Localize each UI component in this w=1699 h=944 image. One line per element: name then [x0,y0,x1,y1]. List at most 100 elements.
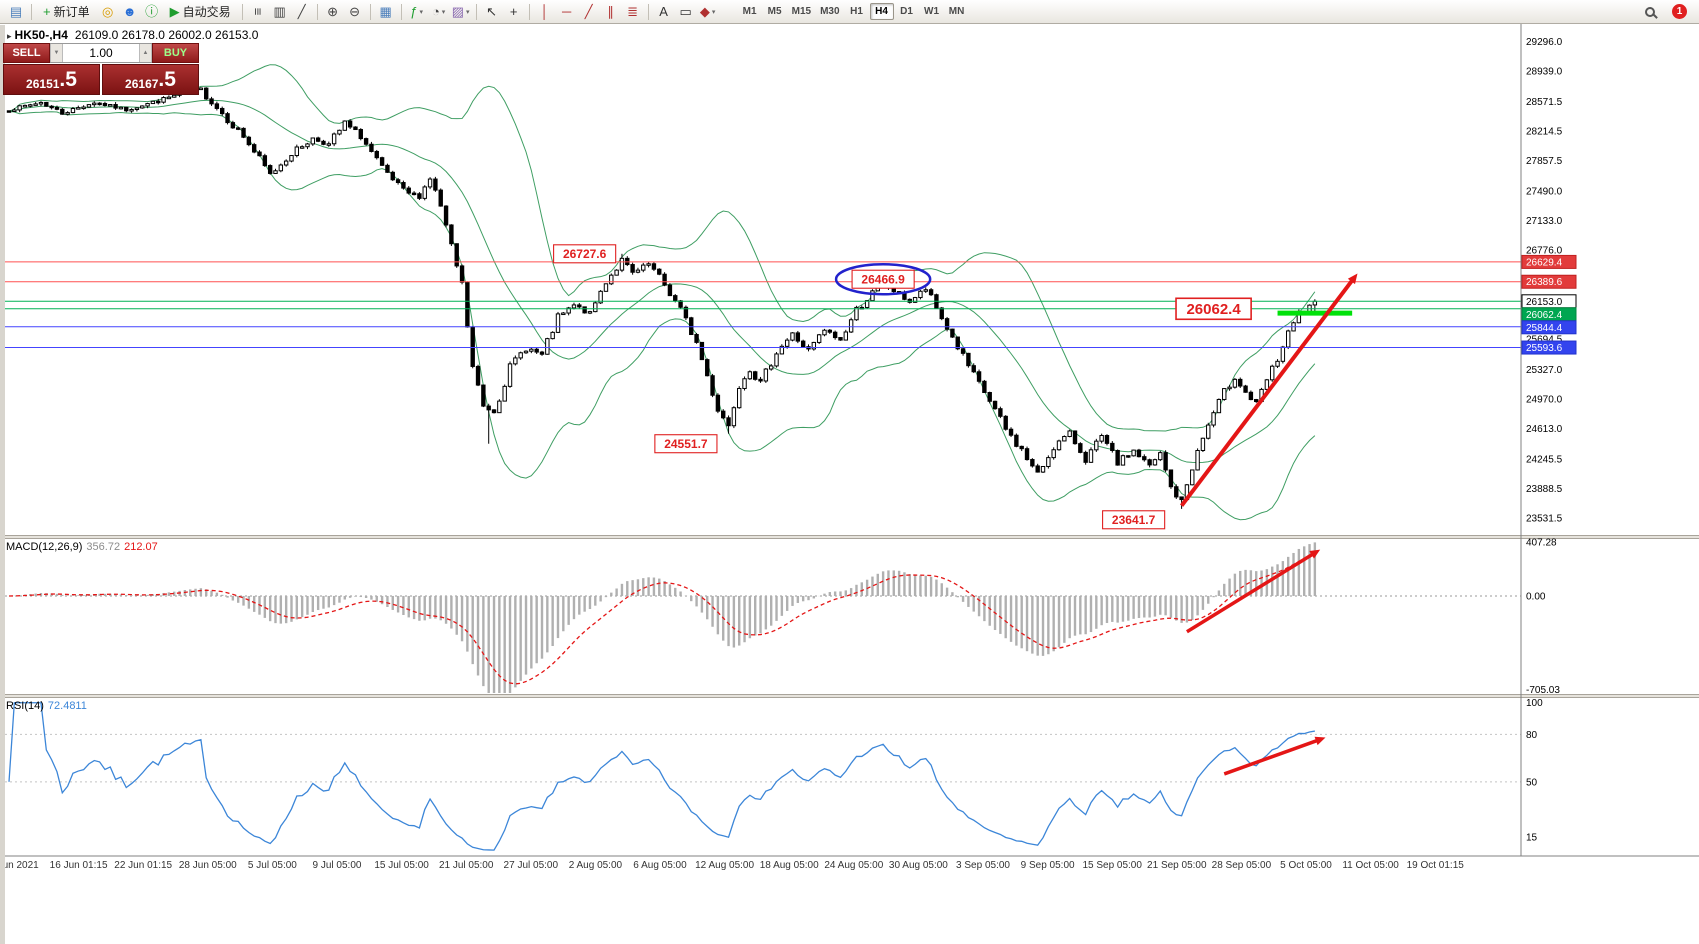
candlestick-chart-icon[interactable]: ▥ [270,2,290,21]
timeframe-button-m5[interactable]: M5 [767,6,782,17]
volume-increase-button[interactable]: ▲ [139,44,152,62]
time-label: 9 Jul 05:00 [313,860,362,871]
chart-window-icon-glyph: ▤ [9,4,23,19]
macd-signal-value: 212.07 [124,541,158,553]
new-order-button-label: 新订单 [53,5,90,19]
line-chart-icon[interactable]: ╱ [292,2,312,21]
timeframe-group: M1 M5 M15 M30 H1 H4 D1 W1 MN [738,3,969,20]
macd-axis-label: -705.03 [1526,685,1560,696]
sell-button[interactable]: SELL [3,43,50,63]
buy-price-display[interactable]: 26167.5 [102,64,199,95]
horizontal-line-icon[interactable]: ─ [557,2,577,21]
price-tick: 27133.0 [1526,216,1563,227]
annotation-box [851,269,915,289]
search-icon-glyph [1645,6,1655,17]
time-label: 9 Sep 05:00 [1021,860,1075,871]
time-label: 5 Oct 05:00 [1280,860,1332,871]
buy-price-pips: .5 [158,67,176,91]
chart-annotations: 26727.6 26466.9 26062.4 24551.7 23641.7 [553,244,1252,530]
shapes-icon-glyph: ◆ [699,4,710,19]
candlestick-chart-icon-glyph: ▥ [273,4,286,19]
vertical-line-icon[interactable]: │ [535,2,555,21]
trendline-icon[interactable]: ╱ [579,2,599,21]
chart-symbol-icon: ▸ [7,31,12,41]
vertical-line-icon-glyph: │ [540,4,549,19]
time-label: 5 Jul 05:00 [248,860,297,871]
notification-badge[interactable]: 1 [1672,4,1687,19]
buy-button[interactable]: BUY [152,43,199,63]
timeframe-button-h4[interactable]: H4 [869,3,894,20]
timeframe-button-m30[interactable]: M30 [820,6,840,17]
profile-icon[interactable]: ☻ [120,2,140,21]
price-tick: 28939.0 [1526,67,1563,78]
bar-chart-icon[interactable]: ≡ [248,2,268,21]
time-label: 21 Jul 05:00 [439,860,494,871]
price-tick: 24245.5 [1526,454,1563,465]
timeframe-button-mn[interactable]: MN [948,6,965,17]
shapes-icon[interactable]: ◆ ▾ [698,2,718,21]
annotation-text: 26062.4 [1186,301,1241,318]
periods-icon[interactable]: ◔ ▾ [429,2,449,21]
autotrading-button[interactable]: ▶ 自动交易 [164,2,237,21]
templates-icon-caret: ▾ [466,8,470,16]
periods-icon-caret: ▾ [441,8,446,16]
price-tick: 25327.0 [1526,365,1563,376]
panel-separators [0,24,1699,857]
macd-main-value: 356.72 [86,541,121,553]
indicators-icon[interactable]: ƒ ▾ [407,2,427,21]
price-tick: 27857.5 [1526,156,1563,167]
timeframe-button-m1[interactable]: M1 [742,6,757,17]
toolbar-separator [369,3,371,20]
info-icon-glyph: ⓘ [145,4,159,19]
fibonacci-icon[interactable]: ≣ [623,2,643,21]
sell-price-display[interactable]: 26151.5 [3,64,100,95]
time-label: 28 Jun 05:00 [179,860,237,871]
timeframe-button-w1[interactable]: W1 [924,6,940,17]
one-click-trading-panel: SELL ▼ 1.00 ▲ BUY 26151.5 26167.5 [3,43,199,95]
new-order-button[interactable]: + 新订单 [37,2,96,21]
label-icon[interactable]: ▭ [676,2,696,21]
buy-price-prefix: 26167 [125,76,159,91]
zoom-out-icon[interactable]: ⊖ [345,2,365,21]
crosshair-icon-glyph: + [509,4,518,19]
line-chart-icon-glyph: ╱ [297,4,306,19]
trend-arrows [1180,273,1358,776]
zoom-in-icon[interactable]: ⊕ [323,2,343,21]
crosshair-icon[interactable]: + [504,2,524,21]
rsi-panel [0,702,1521,851]
bar-chart-icon-glyph: ≡ [250,7,266,16]
rsi-line [8,702,1315,851]
annotation-text: 26466.9 [861,273,905,287]
toolbar-separator [316,3,318,20]
timeframe-button-m15[interactable]: M15 [791,6,812,17]
indicators-icon-glyph: ƒ [410,4,418,19]
volume-decrease-button[interactable]: ▼ [50,44,63,62]
shapes-icon-caret: ▾ [711,8,716,16]
community-icon[interactable]: ◎ [98,2,118,21]
time-label: 11 Oct 05:00 [1342,860,1399,871]
volume-input[interactable]: 1.00 [89,46,113,60]
ohlc-values: 26109.0 26178.0 26002.0 26153.0 [74,28,259,42]
time-label: 12 Aug 05:00 [695,860,754,871]
chart-window-icon[interactable]: ▤ [6,2,26,21]
time-label: 16 Jun 01:15 [50,860,108,871]
macd-name: MACD(12,26,9) [6,541,83,553]
rsi-axis-label: 100 [1526,698,1543,709]
cursor-icon[interactable]: ↖ [482,2,502,21]
text-icon[interactable]: A [654,2,674,21]
channel-icon-glyph: ∥ [607,4,614,19]
timeframe-button-d1[interactable]: D1 [900,6,913,17]
tile-windows-icon[interactable]: ▦ [376,2,396,21]
time-label: 6 Aug 05:00 [633,860,687,871]
channel-icon[interactable]: ∥ [601,2,621,21]
timeframe-button-h1[interactable]: H1 [850,6,863,17]
search-icon[interactable] [1640,2,1660,21]
autotrading-button-label: 自动交易 [182,5,231,19]
info-icon[interactable]: ⓘ [142,2,162,21]
cursor-icon-glyph: ↖ [486,4,498,19]
price-tick: 24613.0 [1526,424,1563,435]
templates-icon[interactable]: ▨ ▾ [451,2,471,21]
annotation-box [1102,510,1166,530]
price-axis: 29296.0 28939.0 28571.5 28214.5 27857.5 27490… [1521,37,1577,844]
